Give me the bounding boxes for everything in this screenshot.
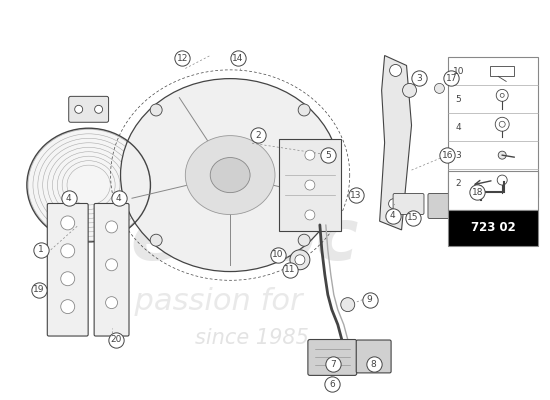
Text: 4: 4: [116, 194, 122, 202]
Circle shape: [150, 234, 162, 246]
FancyBboxPatch shape: [428, 194, 463, 218]
Text: 1: 1: [38, 245, 43, 254]
Ellipse shape: [210, 158, 250, 193]
Text: 18: 18: [471, 188, 483, 196]
Text: 12: 12: [177, 54, 188, 63]
Text: 3: 3: [416, 74, 422, 83]
Circle shape: [498, 151, 506, 159]
Circle shape: [298, 104, 310, 116]
FancyBboxPatch shape: [448, 58, 538, 197]
Text: 5: 5: [455, 95, 461, 104]
Circle shape: [290, 250, 310, 270]
Text: 20: 20: [110, 335, 121, 344]
Circle shape: [106, 221, 118, 233]
Text: 2: 2: [455, 178, 461, 188]
FancyBboxPatch shape: [47, 204, 88, 336]
Circle shape: [75, 105, 82, 113]
Circle shape: [95, 105, 103, 113]
Circle shape: [434, 84, 444, 93]
Circle shape: [106, 259, 118, 271]
Circle shape: [295, 255, 305, 265]
Circle shape: [305, 150, 315, 160]
Ellipse shape: [27, 128, 151, 242]
Text: 13: 13: [350, 190, 361, 200]
Text: 16: 16: [442, 151, 453, 160]
Ellipse shape: [120, 79, 340, 272]
Circle shape: [60, 216, 75, 230]
FancyBboxPatch shape: [279, 139, 341, 231]
Polygon shape: [379, 56, 411, 230]
FancyBboxPatch shape: [448, 170, 538, 210]
FancyBboxPatch shape: [448, 210, 538, 246]
Circle shape: [389, 64, 402, 76]
Text: 17: 17: [446, 74, 457, 83]
Text: 10: 10: [453, 67, 464, 76]
Text: 15: 15: [407, 214, 418, 222]
FancyBboxPatch shape: [356, 340, 391, 373]
Text: 3: 3: [455, 151, 461, 160]
Text: 10: 10: [272, 250, 284, 259]
Text: 2: 2: [255, 131, 261, 140]
FancyBboxPatch shape: [308, 340, 357, 375]
Text: 11: 11: [284, 265, 296, 274]
Text: 4: 4: [390, 212, 395, 220]
Circle shape: [403, 84, 416, 97]
Circle shape: [305, 210, 315, 220]
Text: 8: 8: [371, 360, 377, 369]
Text: 14: 14: [233, 54, 244, 63]
Circle shape: [389, 199, 399, 209]
Circle shape: [298, 234, 310, 246]
Circle shape: [341, 298, 355, 312]
Circle shape: [60, 244, 75, 258]
Text: 6: 6: [329, 380, 335, 389]
FancyBboxPatch shape: [69, 96, 108, 122]
Circle shape: [106, 297, 118, 309]
Text: 7: 7: [330, 360, 336, 369]
Text: euroc: euroc: [130, 206, 359, 275]
Text: 723 02: 723 02: [471, 222, 515, 234]
Circle shape: [150, 104, 162, 116]
Text: 4: 4: [66, 194, 72, 202]
FancyBboxPatch shape: [94, 204, 129, 336]
Text: 9: 9: [367, 295, 372, 304]
Circle shape: [60, 300, 75, 314]
Text: a passion for: a passion for: [106, 287, 302, 316]
Circle shape: [60, 272, 75, 286]
Text: 4: 4: [455, 123, 461, 132]
Ellipse shape: [185, 136, 275, 214]
Circle shape: [305, 180, 315, 190]
Text: 19: 19: [33, 285, 45, 294]
Text: 5: 5: [325, 151, 331, 160]
FancyBboxPatch shape: [393, 194, 424, 214]
Text: since 1985: since 1985: [195, 328, 309, 348]
